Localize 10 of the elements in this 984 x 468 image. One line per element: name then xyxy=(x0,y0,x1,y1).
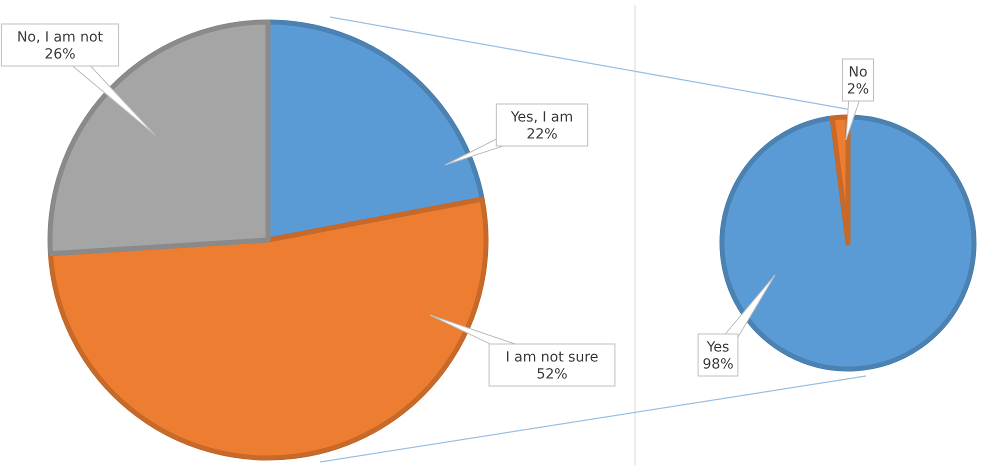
slice-label: Yes, I am xyxy=(510,109,574,126)
slice-label: Yes xyxy=(706,339,730,356)
data-label: 26% xyxy=(44,46,76,62)
data-label: 52% xyxy=(536,366,568,382)
data-label: 98% xyxy=(702,356,734,372)
data-label: 22% xyxy=(526,126,558,142)
slice-label: No, I am not xyxy=(16,29,104,46)
slice-label: No xyxy=(848,64,868,80)
data-label: 2% xyxy=(846,81,870,98)
slice-label: I am not sure xyxy=(506,349,598,366)
